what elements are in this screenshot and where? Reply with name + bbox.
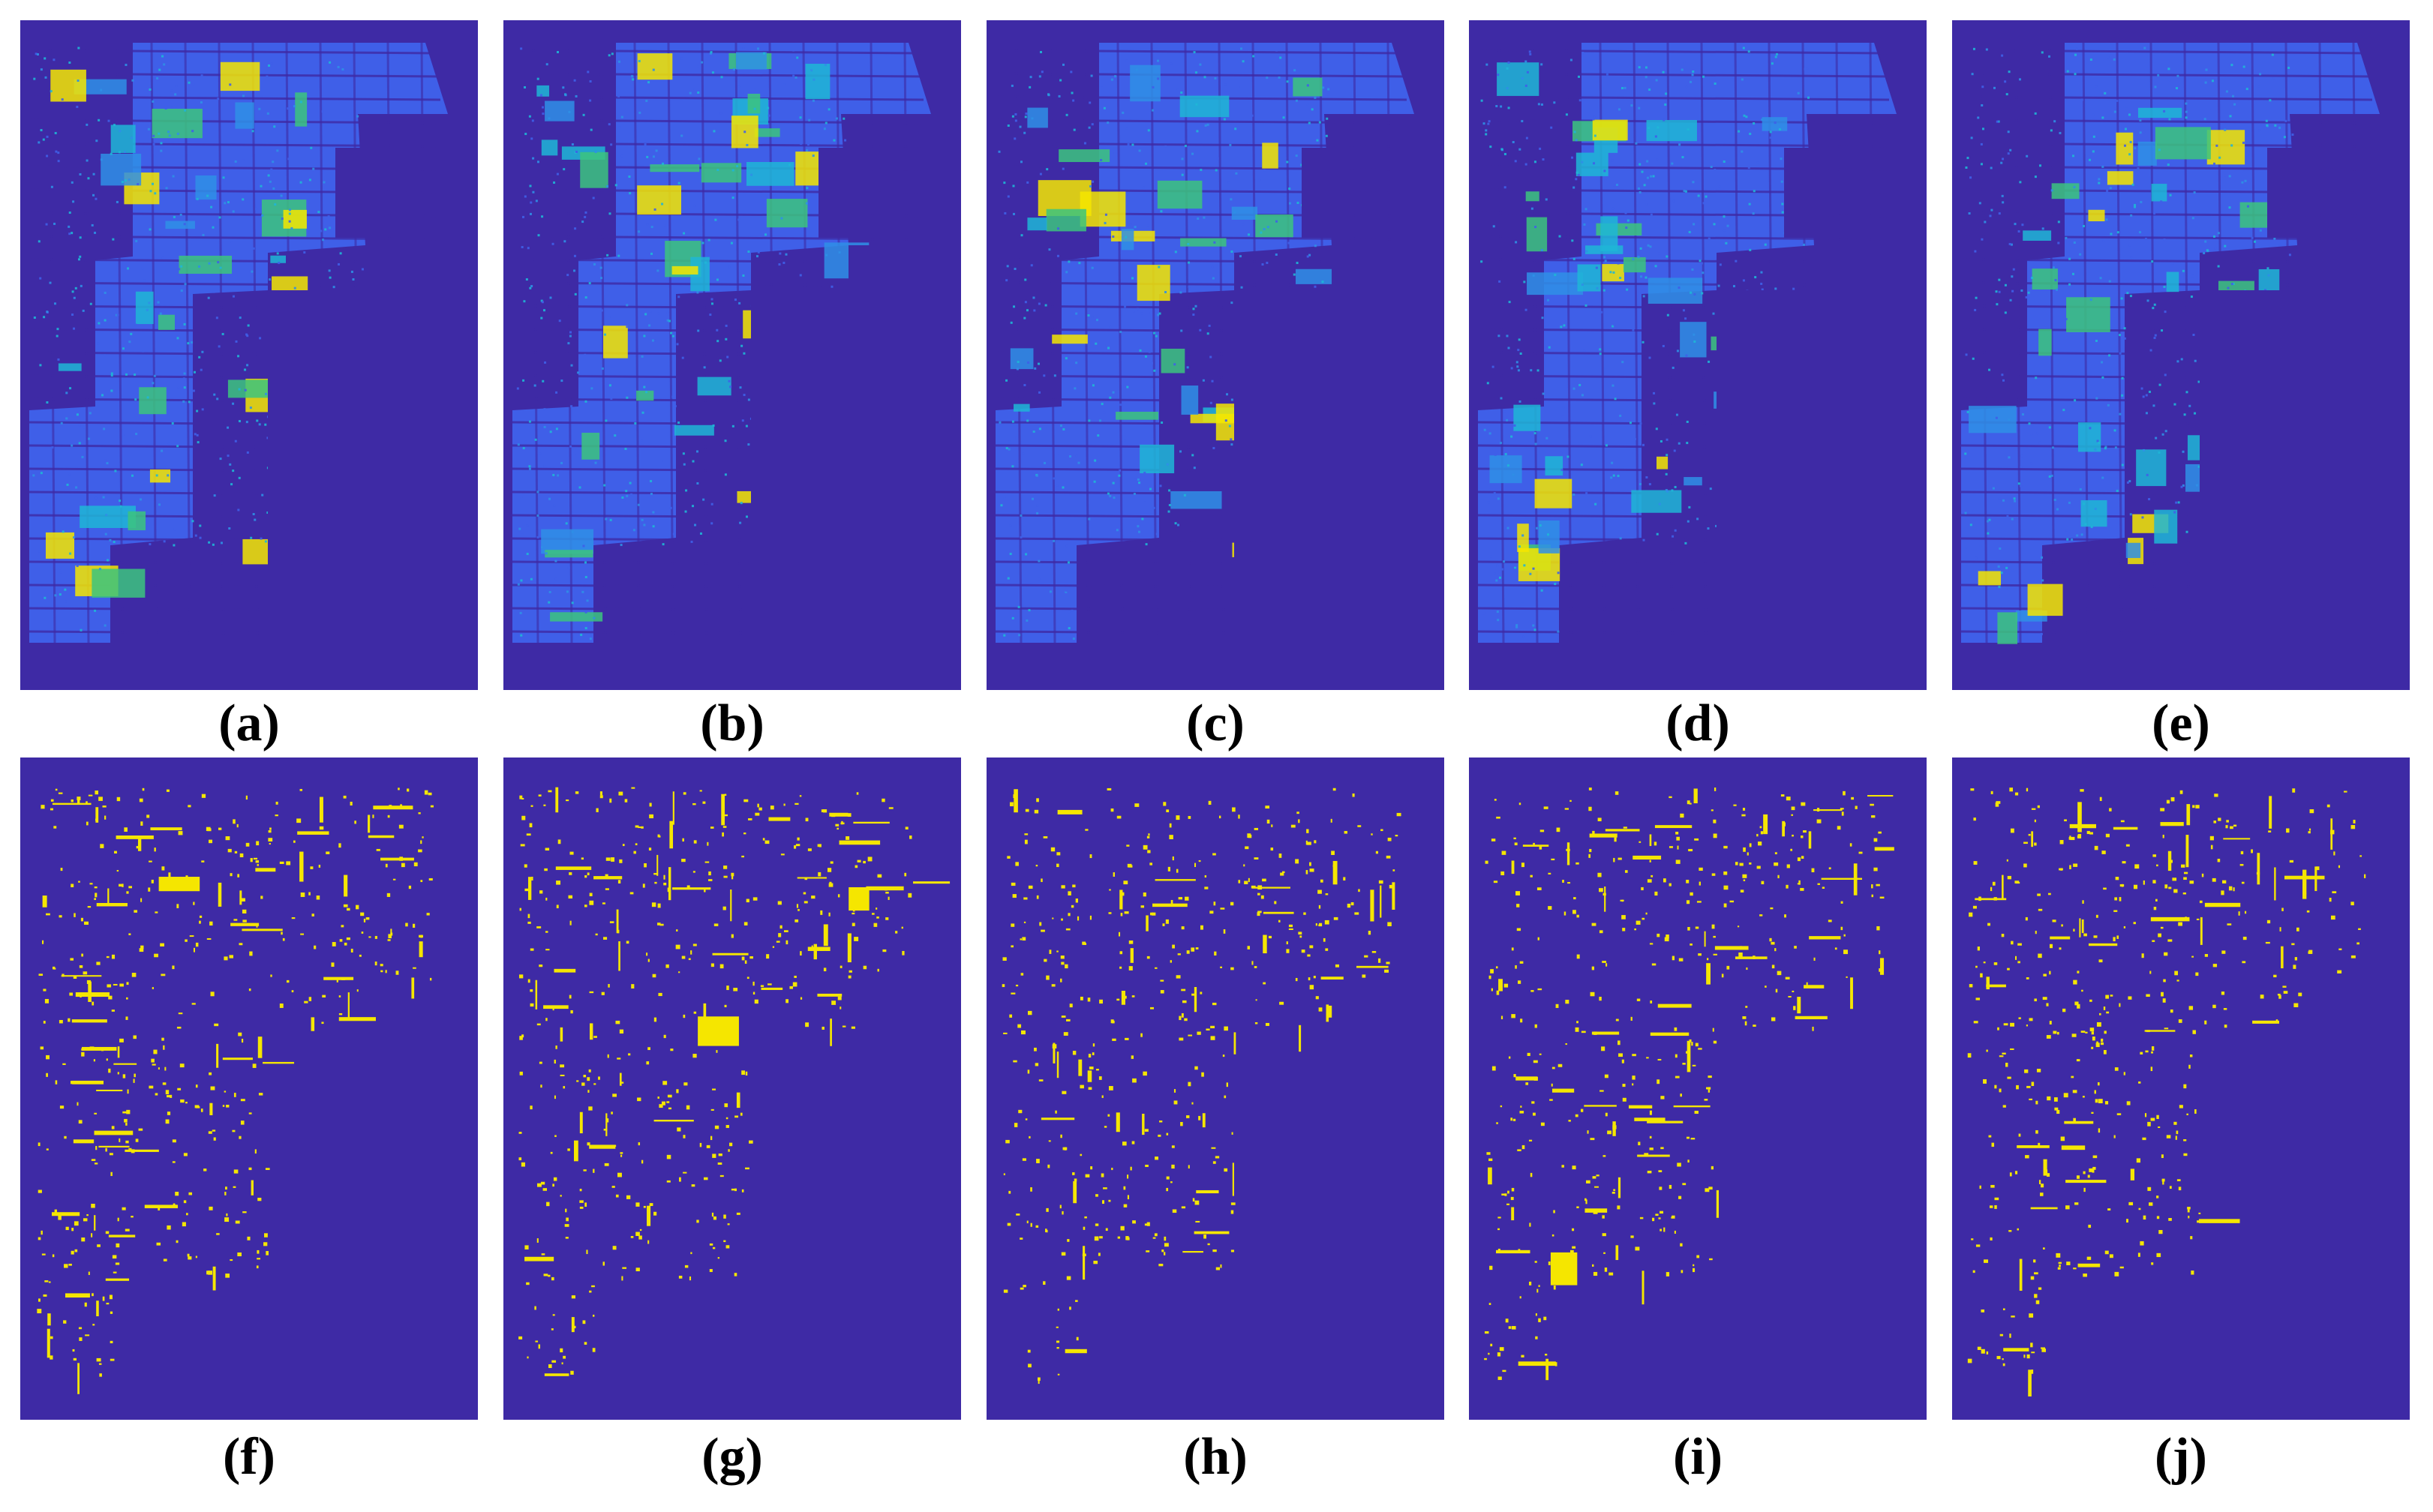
panel-g-image xyxy=(503,758,961,1420)
panel-i-label: (i) xyxy=(1672,1428,1723,1486)
panel-e-image xyxy=(1952,20,2410,690)
panel-c-image xyxy=(987,20,1444,690)
panel-j-label: (j) xyxy=(2155,1428,2207,1486)
panel-i-image xyxy=(1469,758,1927,1420)
panel-h-image xyxy=(987,758,1444,1420)
panel-j-image xyxy=(1952,758,2410,1420)
panel-c-label: (c) xyxy=(1186,694,1245,752)
panel-h-label: (h) xyxy=(1183,1428,1248,1486)
panel-g-label: (g) xyxy=(701,1428,763,1486)
panel-d-image xyxy=(1469,20,1927,690)
panel-f-image xyxy=(20,758,478,1420)
panel-b-image xyxy=(503,20,961,690)
panel-b-label: (b) xyxy=(700,694,764,752)
panel-f-label: (f) xyxy=(223,1428,275,1486)
panel-d-label: (d) xyxy=(1666,694,1730,752)
panel-e-label: (e) xyxy=(2152,694,2210,752)
panel-a-image xyxy=(20,20,478,690)
panel-a-label: (a) xyxy=(218,694,280,752)
